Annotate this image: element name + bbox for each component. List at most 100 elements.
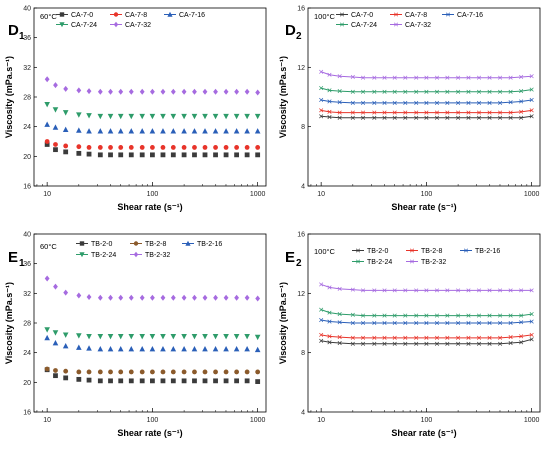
data-point bbox=[360, 320, 366, 326]
data-point bbox=[434, 110, 440, 115]
panel-label-subscript: 1 bbox=[19, 31, 25, 42]
data-point bbox=[76, 344, 82, 350]
data-point bbox=[319, 282, 324, 287]
y-tick-label: 16 bbox=[297, 6, 305, 13]
data-point bbox=[160, 152, 166, 158]
data-point bbox=[233, 345, 240, 352]
data-point bbox=[319, 317, 324, 323]
data-point bbox=[508, 320, 513, 326]
data-point bbox=[487, 341, 492, 346]
data-point bbox=[223, 369, 229, 375]
data-point bbox=[414, 341, 419, 346]
data-point bbox=[86, 377, 92, 383]
data-point bbox=[424, 313, 429, 318]
data-point bbox=[350, 100, 355, 105]
chart-panel-1: D 1 60°C 16 20 24 28 32 36 40 10 100 1000 Shear rate … bbox=[4, 6, 267, 212]
panel-label: E bbox=[8, 249, 18, 266]
legend-label: TB-2-8 bbox=[145, 241, 167, 248]
data-point bbox=[108, 152, 113, 158]
panel-label: D bbox=[8, 22, 19, 39]
y-axis-label: Viscosity (mPa.s⁻¹) bbox=[4, 282, 14, 364]
data-point bbox=[529, 337, 534, 342]
data-point bbox=[372, 335, 377, 340]
data-point bbox=[117, 345, 124, 352]
data-point bbox=[63, 375, 69, 381]
data-point bbox=[392, 288, 397, 293]
y-tick-label: 32 bbox=[23, 291, 31, 298]
data-point bbox=[170, 378, 176, 384]
data-point bbox=[392, 341, 397, 346]
data-point bbox=[202, 88, 208, 95]
data-point bbox=[170, 113, 177, 120]
data-point bbox=[508, 115, 513, 120]
data-point bbox=[150, 294, 155, 301]
chart-panel-4: E 2 100°C 4 8 12 16 10 100 1000 Shear rate (s⁻¹) Vi… bbox=[278, 232, 541, 438]
legend-marker bbox=[339, 22, 345, 27]
data-point bbox=[181, 294, 187, 301]
data-point bbox=[392, 115, 397, 120]
series-CA-7-24 bbox=[44, 102, 261, 120]
data-point bbox=[97, 128, 104, 134]
data-point bbox=[508, 100, 513, 105]
series-TB-2-32 bbox=[44, 275, 261, 302]
data-point bbox=[118, 152, 124, 158]
legend-label: CA-7-24 bbox=[351, 22, 377, 29]
data-point bbox=[337, 335, 342, 340]
data-point bbox=[63, 85, 69, 92]
legend-entry: CA-7-0 bbox=[336, 12, 373, 19]
data-point bbox=[53, 373, 58, 379]
data-point bbox=[170, 88, 176, 95]
data-point bbox=[476, 335, 482, 340]
data-point bbox=[223, 152, 229, 158]
data-point bbox=[434, 288, 440, 293]
data-point bbox=[372, 341, 377, 346]
data-point bbox=[519, 313, 524, 318]
series-TB-2-24 bbox=[44, 327, 261, 341]
x-tick-label: 1000 bbox=[524, 417, 540, 424]
data-point bbox=[213, 294, 218, 301]
data-point bbox=[44, 327, 50, 333]
data-point bbox=[254, 128, 261, 134]
data-point bbox=[487, 320, 492, 326]
data-point bbox=[360, 75, 366, 80]
legend-marker bbox=[59, 22, 65, 28]
data-point bbox=[233, 128, 240, 134]
data-point bbox=[160, 378, 166, 384]
data-point bbox=[414, 89, 419, 94]
y-tick-label: 32 bbox=[23, 65, 31, 72]
data-point bbox=[160, 145, 166, 150]
data-point bbox=[456, 110, 461, 115]
series-TB-2-24 bbox=[319, 307, 534, 318]
data-point bbox=[508, 75, 513, 80]
data-point bbox=[181, 128, 187, 134]
data-point bbox=[424, 341, 429, 346]
legend-label: CA-7-8 bbox=[125, 12, 147, 19]
data-point bbox=[529, 97, 534, 103]
data-point bbox=[191, 128, 198, 134]
data-point bbox=[445, 288, 450, 293]
data-point bbox=[202, 345, 208, 352]
data-point bbox=[382, 313, 387, 318]
x-tick-label: 1000 bbox=[250, 191, 266, 198]
data-point bbox=[360, 110, 366, 115]
data-point bbox=[456, 89, 461, 94]
data-point bbox=[202, 369, 208, 375]
data-point bbox=[403, 89, 408, 94]
data-point bbox=[150, 369, 155, 375]
data-point bbox=[212, 345, 219, 352]
data-point bbox=[456, 320, 461, 326]
series-TB-2-16 bbox=[44, 334, 261, 353]
legend-marker bbox=[463, 248, 469, 253]
data-point bbox=[86, 113, 92, 119]
data-point bbox=[327, 109, 332, 114]
data-point bbox=[424, 320, 429, 326]
data-point bbox=[414, 75, 419, 80]
data-point bbox=[234, 294, 240, 301]
data-point bbox=[498, 110, 503, 115]
data-point bbox=[170, 145, 176, 150]
data-point bbox=[498, 115, 503, 120]
x-axis-label: Shear rate (s⁻¹) bbox=[117, 428, 182, 438]
data-point bbox=[392, 89, 397, 94]
data-point bbox=[53, 82, 58, 89]
y-tick-label: 40 bbox=[23, 232, 31, 239]
